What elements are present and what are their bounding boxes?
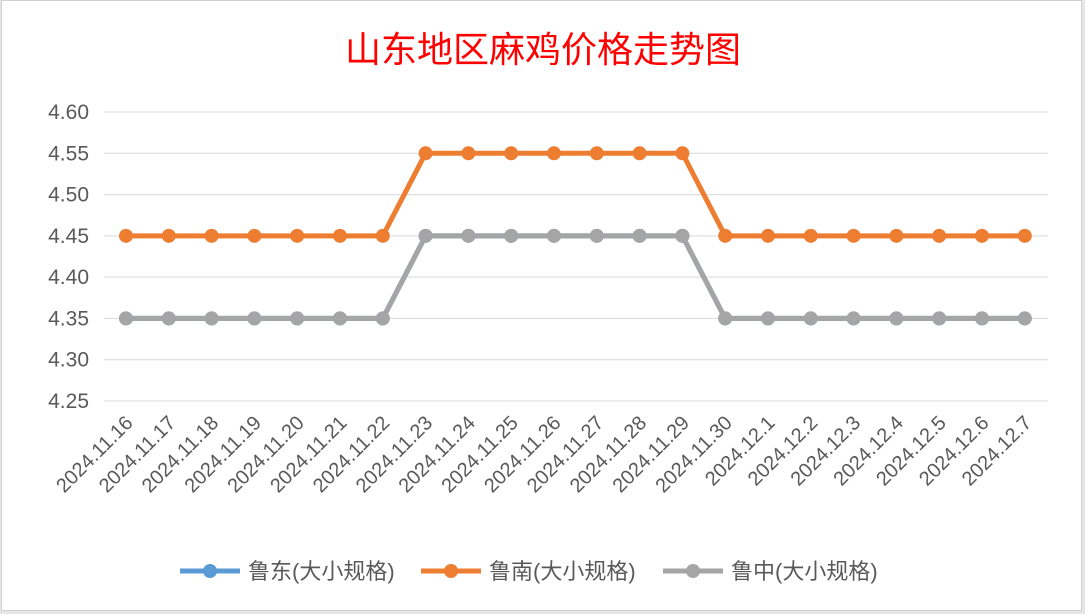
data-point	[632, 228, 647, 243]
data-point	[932, 228, 947, 243]
legend-marker	[444, 564, 458, 578]
data-point	[718, 311, 733, 326]
data-point	[589, 146, 604, 161]
data-point	[889, 228, 904, 243]
data-point	[547, 146, 561, 161]
data-point	[1017, 311, 1032, 326]
data-point	[761, 311, 775, 326]
y-tick-label: 4.40	[48, 266, 89, 289]
y-tick-label: 4.35	[48, 307, 89, 330]
data-point	[119, 228, 133, 243]
data-point	[204, 311, 219, 326]
data-point	[161, 228, 176, 243]
legend-marker	[686, 564, 700, 578]
data-point	[761, 228, 775, 243]
data-point	[204, 228, 219, 243]
y-tick-label: 4.60	[48, 101, 89, 124]
legend-item: 鲁南(大小规格)	[421, 559, 636, 584]
series-line	[126, 233, 1025, 321]
legend-label: 鲁东(大小规格)	[248, 559, 395, 584]
series-2	[119, 146, 1032, 243]
data-point	[846, 311, 861, 326]
legend-label: 鲁中(大小规格)	[731, 559, 878, 584]
chart-title: 山东地区麻鸡价格走势图	[345, 30, 741, 71]
series-line	[126, 150, 1025, 239]
data-point	[375, 228, 390, 243]
data-point	[803, 228, 818, 243]
data-point	[290, 311, 305, 326]
legend-item: 鲁东(大小规格)	[180, 559, 395, 584]
x-axis-ticks: 2024.11.162024.11.172024.11.182024.11.19…	[52, 412, 1036, 497]
data-point	[632, 146, 647, 161]
legend-marker	[203, 564, 217, 578]
data-point	[461, 146, 476, 161]
data-point	[333, 228, 347, 243]
y-tick-label: 4.25	[48, 390, 89, 413]
data-point	[418, 228, 433, 243]
data-point	[461, 228, 476, 243]
y-tick-label: 4.45	[48, 225, 89, 248]
data-point	[247, 311, 262, 326]
data-point	[846, 228, 861, 243]
data-point	[932, 311, 947, 326]
legend-label: 鲁南(大小规格)	[489, 559, 636, 584]
data-point	[547, 228, 561, 243]
legend: 鲁东(大小规格) 鲁南(大小规格) 鲁中(大小规格)	[180, 559, 878, 584]
data-point	[975, 311, 989, 326]
data-point	[418, 146, 433, 161]
series-3	[119, 228, 1032, 326]
data-point	[375, 311, 390, 326]
data-point	[504, 228, 519, 243]
data-point	[161, 311, 176, 326]
data-point	[1017, 228, 1032, 243]
data-point	[589, 228, 604, 243]
data-point	[675, 228, 690, 243]
series-group	[119, 146, 1032, 326]
legend-item: 鲁中(大小规格)	[663, 559, 878, 584]
data-point	[290, 228, 305, 243]
data-point	[119, 311, 133, 326]
data-point	[718, 228, 733, 243]
data-point	[803, 311, 818, 326]
data-point	[975, 228, 989, 243]
data-point	[247, 228, 262, 243]
y-tick-label: 4.30	[48, 349, 89, 372]
y-axis-ticks: 4.60 4.55 4.50 4.45 4.40 4.35 4.30 4.25	[48, 101, 89, 413]
data-point	[889, 311, 904, 326]
data-point	[504, 146, 519, 161]
data-point	[333, 311, 347, 326]
y-tick-label: 4.50	[48, 184, 89, 207]
y-tick-label: 4.55	[48, 142, 89, 165]
data-point	[675, 146, 690, 161]
